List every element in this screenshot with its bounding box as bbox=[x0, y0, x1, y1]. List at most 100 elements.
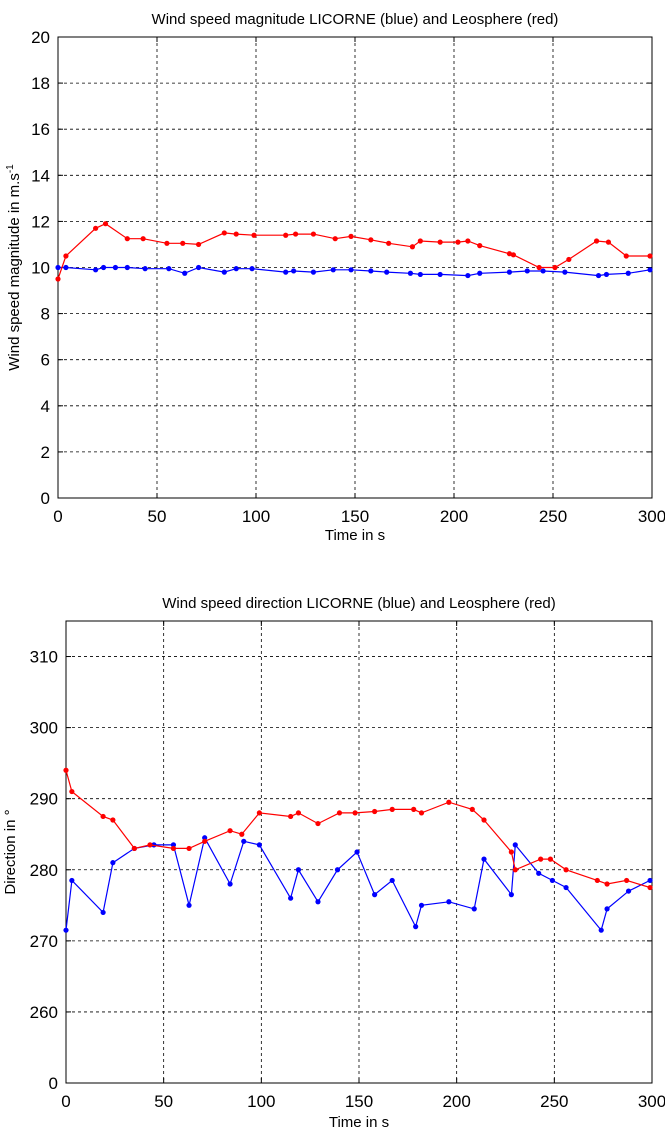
x-tick-label: 300 bbox=[638, 1092, 665, 1111]
data-point bbox=[256, 842, 262, 848]
data-point bbox=[55, 264, 61, 271]
data-point bbox=[625, 270, 631, 276]
data-point bbox=[69, 788, 75, 795]
data-point bbox=[417, 271, 423, 278]
data-point bbox=[477, 270, 483, 276]
data-point bbox=[131, 845, 137, 852]
data-point bbox=[446, 899, 452, 905]
data-point bbox=[93, 225, 99, 231]
data-point bbox=[603, 271, 610, 278]
data-point bbox=[413, 924, 419, 930]
chart-title: Wind speed direction LICORNE (blue) and … bbox=[162, 595, 556, 612]
data-point bbox=[239, 831, 245, 837]
data-point bbox=[437, 239, 443, 245]
y-tick-label: 10 bbox=[31, 259, 50, 278]
data-point bbox=[536, 264, 542, 271]
data-point bbox=[186, 902, 192, 908]
data-point bbox=[506, 251, 513, 257]
y-tick-label: 270 bbox=[30, 932, 58, 951]
x-tick-label: 0 bbox=[61, 1092, 70, 1111]
y-axis-label: Wind speed magnitude in m.s-1 bbox=[5, 164, 23, 371]
data-point bbox=[251, 232, 257, 238]
data-point bbox=[100, 909, 106, 916]
data-point bbox=[291, 268, 297, 274]
wind-direction-chart: 0 50 100 150 200 250 300 0 260 270 280 290 300 310 Win… bbox=[2, 595, 665, 1131]
data-point bbox=[283, 269, 289, 275]
data-point bbox=[186, 845, 192, 852]
data-point bbox=[647, 267, 653, 273]
data-point bbox=[310, 269, 317, 275]
data-point bbox=[481, 856, 487, 862]
data-point bbox=[256, 810, 262, 816]
data-point bbox=[233, 266, 239, 272]
data-point bbox=[315, 899, 321, 905]
data-point bbox=[455, 239, 461, 245]
data-point bbox=[63, 264, 69, 271]
data-point bbox=[549, 877, 555, 884]
y-tick-label: 4 bbox=[41, 397, 50, 416]
x-tick-label: 0 bbox=[53, 507, 62, 526]
data-point bbox=[283, 232, 289, 238]
data-point bbox=[593, 238, 600, 244]
data-point bbox=[166, 266, 172, 272]
data-point bbox=[605, 239, 612, 245]
y-tick-label: 0 bbox=[41, 489, 50, 508]
data-point bbox=[102, 221, 109, 227]
y-tick-label: 260 bbox=[30, 1003, 58, 1022]
x-tick-label: 150 bbox=[341, 507, 369, 526]
data-point bbox=[315, 820, 321, 827]
data-point bbox=[100, 813, 106, 820]
data-point bbox=[481, 817, 487, 823]
data-point bbox=[384, 269, 390, 275]
data-point bbox=[55, 276, 61, 282]
data-point bbox=[512, 842, 518, 848]
data-point bbox=[180, 240, 186, 246]
x-tick-label: 300 bbox=[638, 507, 665, 526]
data-point bbox=[221, 269, 227, 275]
data-point bbox=[386, 240, 392, 246]
data-point bbox=[368, 237, 374, 243]
data-point bbox=[310, 231, 317, 237]
data-point bbox=[372, 892, 378, 898]
x-tick-label: 50 bbox=[154, 1092, 173, 1111]
y-tick-label: 20 bbox=[31, 28, 50, 47]
y-tick-label: 16 bbox=[31, 120, 50, 139]
data-point bbox=[100, 264, 107, 271]
data-point bbox=[647, 253, 653, 259]
data-point bbox=[142, 266, 148, 272]
data-point bbox=[124, 264, 130, 271]
data-point bbox=[332, 236, 338, 242]
data-point bbox=[563, 884, 569, 891]
data-point bbox=[437, 271, 443, 278]
data-point bbox=[465, 272, 471, 279]
data-point bbox=[566, 256, 572, 263]
data-point bbox=[241, 838, 247, 844]
data-point bbox=[623, 253, 629, 259]
y-tick-label: 8 bbox=[41, 305, 50, 324]
data-point bbox=[63, 253, 69, 259]
data-point bbox=[112, 264, 119, 271]
data-point bbox=[288, 813, 294, 820]
data-point bbox=[233, 231, 239, 237]
data-point bbox=[195, 241, 202, 248]
data-point bbox=[202, 835, 208, 841]
data-point bbox=[540, 268, 546, 274]
x-tick-label: 200 bbox=[440, 507, 468, 526]
data-point bbox=[249, 266, 255, 272]
data-point bbox=[647, 884, 653, 891]
data-point bbox=[63, 767, 69, 773]
data-point bbox=[368, 268, 374, 274]
data-point bbox=[354, 849, 360, 855]
data-point bbox=[195, 264, 202, 271]
data-point bbox=[202, 838, 208, 844]
wind-speed-magnitude-chart: 0 50 100 150 200 250 300 0 2 4 6 8 10 12 14 16 18 20 Wind … bbox=[5, 11, 665, 544]
data-point bbox=[547, 856, 554, 862]
x-tick-label: 100 bbox=[242, 507, 270, 526]
y-tick-label: 6 bbox=[41, 351, 50, 370]
data-point bbox=[295, 867, 302, 873]
data-point bbox=[595, 272, 602, 279]
data-point bbox=[352, 810, 358, 816]
data-point bbox=[598, 927, 604, 933]
data-point bbox=[624, 877, 630, 884]
data-point bbox=[295, 810, 302, 816]
